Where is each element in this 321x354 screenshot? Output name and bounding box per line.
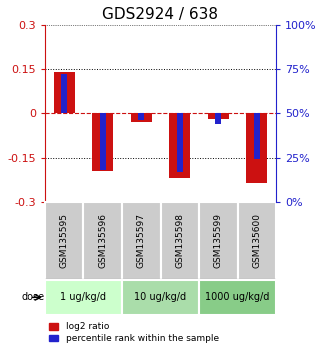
FancyBboxPatch shape <box>238 202 276 280</box>
Text: 10 ug/kg/d: 10 ug/kg/d <box>134 292 187 302</box>
Text: GSM135600: GSM135600 <box>252 213 261 268</box>
Text: GSM135596: GSM135596 <box>98 213 107 268</box>
Bar <box>208 113 229 119</box>
Text: dose: dose <box>22 292 45 302</box>
FancyBboxPatch shape <box>45 202 83 280</box>
Bar <box>254 113 260 159</box>
Text: GSM135595: GSM135595 <box>60 213 69 268</box>
FancyBboxPatch shape <box>83 202 122 280</box>
FancyBboxPatch shape <box>45 280 122 315</box>
Bar <box>138 113 144 120</box>
Text: GSM135598: GSM135598 <box>175 213 184 268</box>
Text: 1 ug/kg/d: 1 ug/kg/d <box>60 292 107 302</box>
Bar <box>246 113 267 183</box>
Title: GDS2924 / 638: GDS2924 / 638 <box>102 7 219 22</box>
Bar <box>92 113 113 171</box>
Text: GSM135599: GSM135599 <box>214 213 223 268</box>
Bar <box>131 113 152 122</box>
Text: GSM135597: GSM135597 <box>137 213 146 268</box>
Bar <box>61 74 67 113</box>
Text: 1000 ug/kg/d: 1000 ug/kg/d <box>205 292 270 302</box>
Bar <box>100 113 106 170</box>
FancyBboxPatch shape <box>122 202 160 280</box>
Bar <box>169 113 190 178</box>
Bar <box>215 113 221 124</box>
FancyBboxPatch shape <box>199 202 238 280</box>
FancyBboxPatch shape <box>160 202 199 280</box>
FancyBboxPatch shape <box>122 280 199 315</box>
Legend: log2 ratio, percentile rank within the sample: log2 ratio, percentile rank within the s… <box>49 322 219 343</box>
Bar <box>177 113 183 172</box>
Bar <box>54 72 75 113</box>
FancyBboxPatch shape <box>199 280 276 315</box>
